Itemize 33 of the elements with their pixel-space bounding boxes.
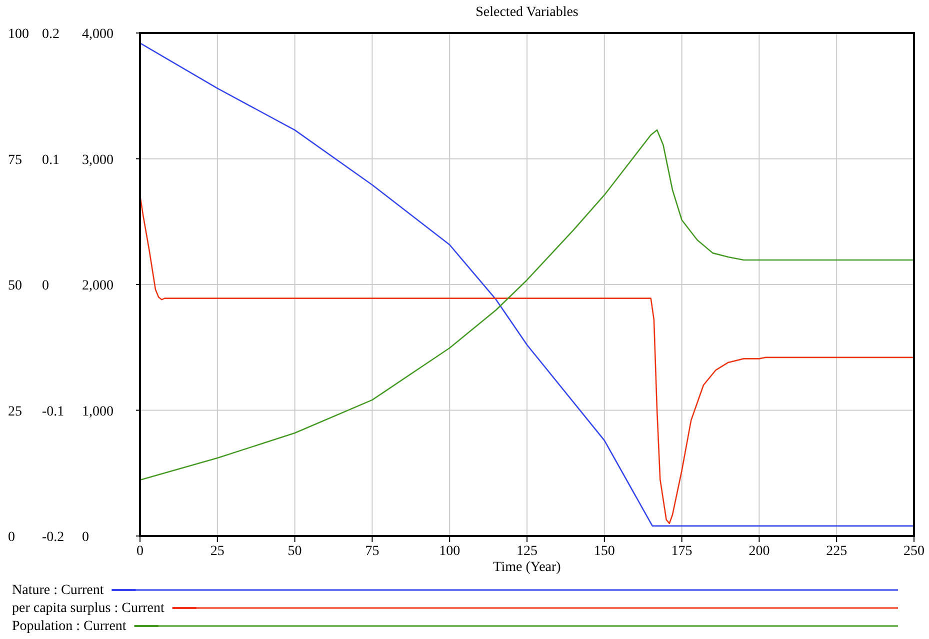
y-tick-label: 25 (8, 404, 22, 420)
x-tick-label: 250 (904, 544, 924, 559)
y3-tick-label: 4,000 (82, 27, 114, 42)
legend-label: Population : Current (12, 619, 126, 634)
x-tick-label: 25 (210, 544, 224, 559)
y-tick-label: 100 (8, 27, 29, 42)
x-tick-label: 125 (516, 544, 538, 559)
x-tick-label: 75 (365, 544, 380, 559)
y2-tick-label: -0.1 (42, 404, 64, 420)
x-tick-label: 50 (288, 544, 302, 559)
x-tick-label: 0 (136, 544, 144, 559)
chart-title: Selected Variables (476, 5, 578, 20)
x-tick-label: 225 (826, 544, 848, 559)
y2-tick-label: 0.1 (42, 152, 60, 168)
y-tick-label: 75 (8, 152, 22, 168)
y3-tick-label: 2,000 (82, 278, 114, 294)
y3-tick-label: 1,000 (82, 404, 114, 420)
y-tick-label: 0 (8, 530, 15, 545)
y2-tick-label: 0 (42, 278, 49, 294)
x-tick-label: 200 (748, 544, 770, 559)
y2-tick-label: 0.2 (42, 27, 60, 42)
y-tick-label: 50 (8, 278, 22, 294)
y3-tick-label: 3,000 (82, 152, 114, 168)
legend-label: per capita surplus : Current (12, 601, 165, 616)
legend-label: Nature : Current (12, 583, 104, 598)
x-tick-label: 175 (671, 544, 692, 559)
line-series (139, 42, 915, 527)
y2-tick-label: -0.2 (42, 530, 64, 545)
x-tick-label: 150 (594, 544, 615, 559)
line-series (139, 129, 915, 481)
x-axis-title: Time (Year) (493, 560, 562, 575)
y3-tick-label: 0 (82, 530, 89, 545)
x-tick-label: 100 (439, 544, 460, 559)
